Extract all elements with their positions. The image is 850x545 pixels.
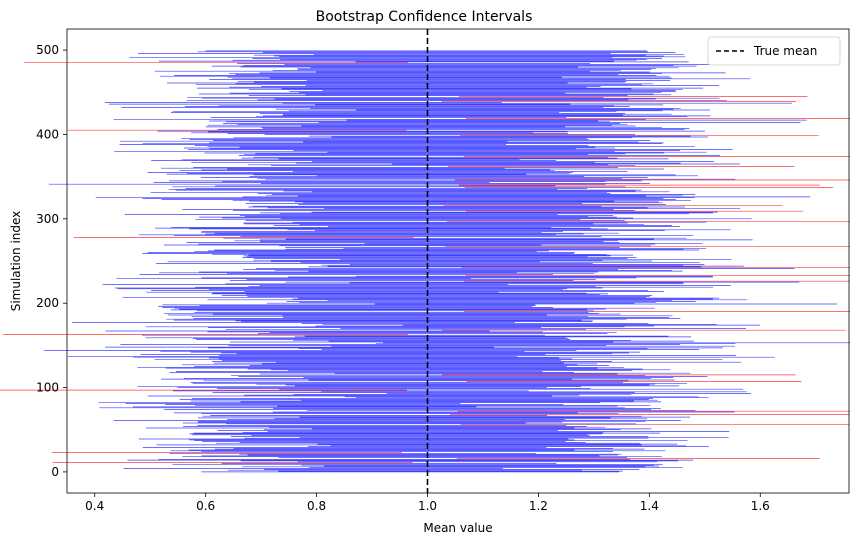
chart-title: Bootstrap Confidence Intervals [316, 9, 533, 25]
y-tick-label: 500 [36, 43, 59, 57]
x-tick-label: 0.6 [196, 499, 215, 513]
y-tick-label: 400 [36, 127, 59, 141]
y-tick-label: 100 [36, 381, 59, 395]
y-axis: 0 100 200 300 400 500 [36, 43, 67, 479]
x-tick-label: 1.0 [418, 499, 437, 513]
y-axis-label: Simulation index [9, 211, 23, 312]
plot-frame [66, 28, 850, 494]
x-tick-label: 1.6 [751, 499, 770, 513]
legend-box [707, 36, 841, 66]
x-axis: 0.4 0.6 0.8 1.0 1.2 1.4 1.6 [85, 493, 770, 513]
legend: True mean [707, 36, 841, 66]
x-axis-label: Mean value [423, 521, 492, 535]
x-tick-label: 0.8 [307, 499, 326, 513]
interval-lines [0, 50, 850, 473]
x-tick-label: 1.2 [529, 499, 548, 513]
y-tick-label: 300 [36, 212, 59, 226]
y-tick-label: 0 [51, 465, 59, 479]
x-tick-label: 0.4 [85, 499, 104, 513]
legend-entry: True mean [753, 44, 817, 58]
y-tick-label: 200 [36, 296, 59, 310]
x-tick-label: 1.4 [640, 499, 659, 513]
